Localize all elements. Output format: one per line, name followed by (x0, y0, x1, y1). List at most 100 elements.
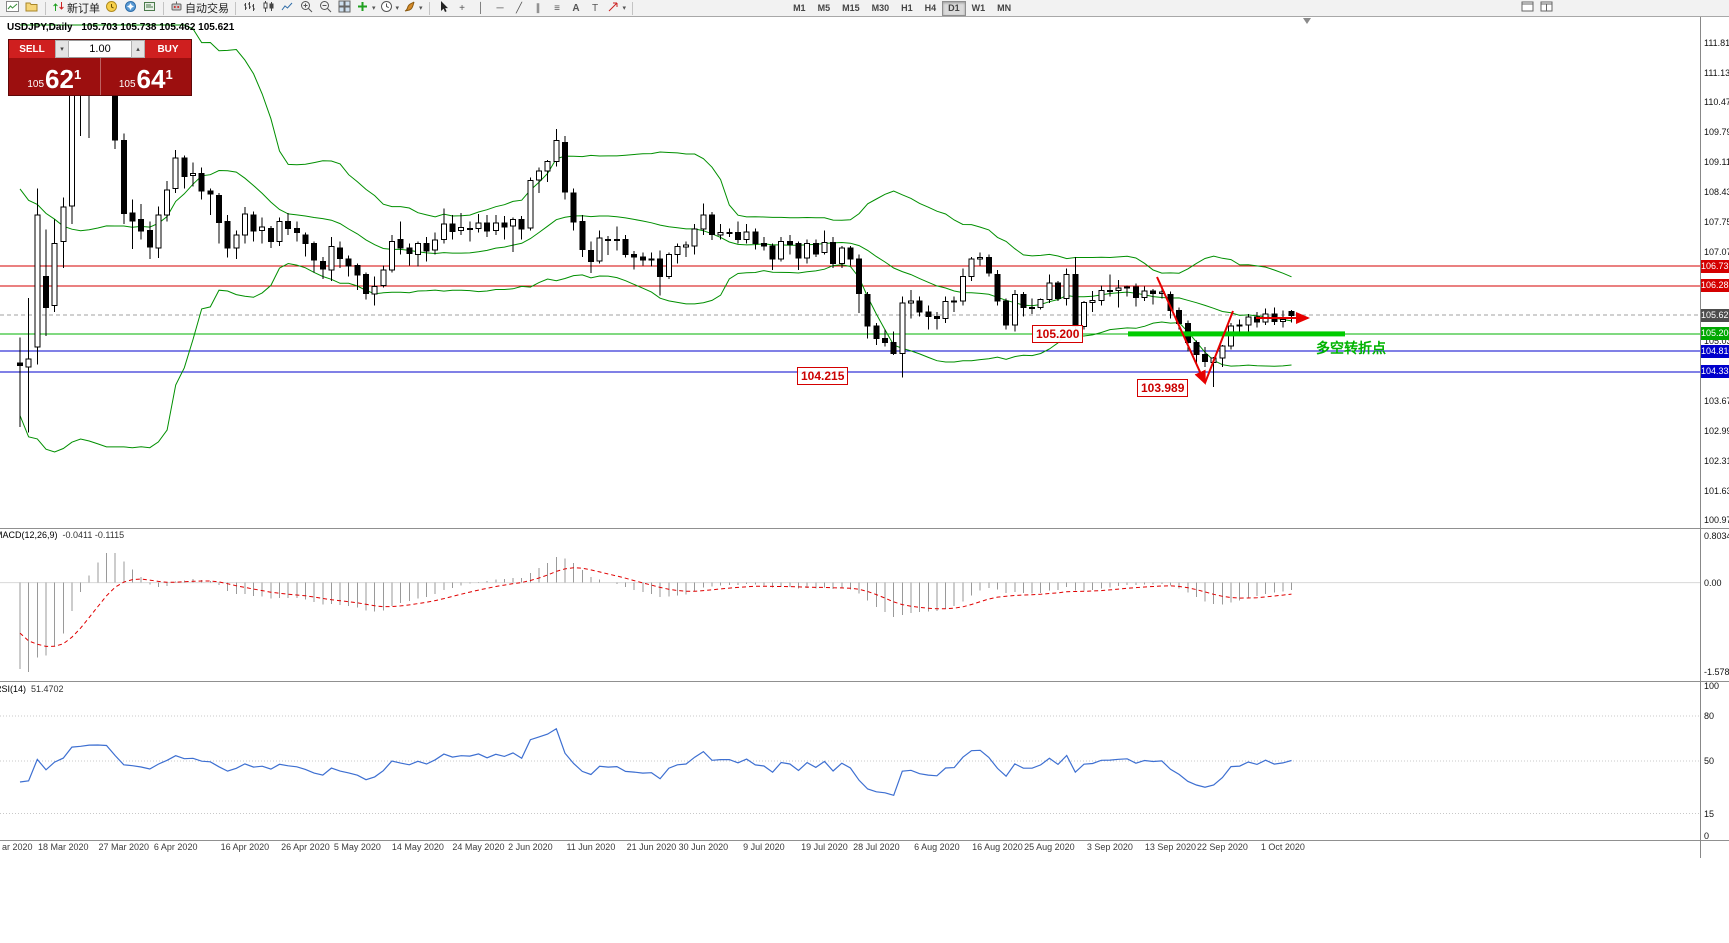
templates-button[interactable]: ▾ (401, 1, 425, 16)
horizontal-line-icon: ─ (496, 2, 504, 14)
sell-price-prefix: 105 (27, 79, 45, 90)
panel-separator[interactable] (0, 528, 1729, 529)
chevron-down-icon: ▾ (622, 5, 627, 12)
date-axis-label: 6 Aug 2020 (914, 842, 960, 852)
volume-input[interactable] (69, 40, 131, 58)
timeframe-H1[interactable]: H1 (895, 1, 919, 16)
new-order-button[interactable]: 新订单 (50, 1, 102, 16)
zoom-in-button[interactable] (297, 1, 316, 16)
panel-separator[interactable] (0, 681, 1729, 682)
price-axis-label: 110.470 (1704, 96, 1729, 107)
timeframe-W1[interactable]: W1 (966, 1, 992, 16)
text-icon: A (572, 2, 580, 14)
date-axis-label: 6 Apr 2020 (153, 842, 198, 852)
volume-increase-button[interactable]: ▴ (131, 40, 145, 58)
profiles-button[interactable] (22, 1, 41, 16)
bar-chart-button[interactable] (240, 1, 259, 16)
date-axis-label: 28 Jul 2020 (853, 842, 900, 852)
price-axis-tag: 105.200 (1701, 327, 1729, 341)
price-axis-label: 107.750 (1704, 216, 1729, 227)
window-split-button[interactable] (1537, 1, 1556, 16)
cursor-button[interactable] (434, 1, 453, 16)
toolbar-separator (235, 1, 236, 15)
window-arrange-button[interactable] (1518, 1, 1537, 16)
text-label-button[interactable]: T (586, 1, 605, 16)
rsi-scale-label: 50 (1704, 756, 1715, 766)
price-annotation-105200[interactable]: 105.200 (1032, 325, 1084, 343)
price-axis-label: 111.810 (1704, 38, 1729, 48)
tile-windows-button[interactable] (335, 0, 354, 16)
price-annotation-103989[interactable]: 103.989 (1137, 379, 1189, 397)
price-scale-separator (1700, 17, 1701, 858)
trendline-button[interactable]: ╱ (510, 1, 529, 16)
crosshair-icon: + (459, 2, 465, 14)
vertical-line-button[interactable]: │ (472, 1, 491, 16)
timeframe-M1[interactable]: M1 (787, 1, 812, 16)
chevron-down-icon: ▾ (419, 5, 423, 12)
date-axis-label: 11 Jun 2020 (566, 842, 616, 852)
vertical-line-icon: │ (477, 2, 485, 14)
zoom-out-button[interactable] (316, 1, 335, 16)
zoom-out-icon (319, 0, 332, 16)
tile-windows-icon (338, 0, 351, 16)
buy-price-button[interactable]: 105 64 1 (101, 58, 192, 95)
horizontal-line-button[interactable]: ─ (491, 1, 510, 16)
price-axis-label: 107.070 (1704, 246, 1729, 257)
volume-decrease-button[interactable]: ▾ (55, 40, 69, 58)
price-axis-label: 105.030 (1704, 336, 1729, 347)
new-chart-icon (6, 0, 19, 16)
one-click-trading-panel: SELL ▾ ▴ BUY 105 62 1 105 64 1 (8, 39, 192, 96)
date-axis-label: 14 May 2020 (391, 842, 444, 852)
toolbar: 新订单 自动交易 ▾ ▾ ▾ + │ ─ ╱ ∥ ≡ A T ▾ M1 M5 M15… (0, 0, 1729, 17)
price-annotation-104215[interactable]: 104.215 (797, 367, 849, 385)
indicators-button[interactable]: ▾ (354, 1, 378, 16)
date-axis-label: 30 Jun 2020 (678, 842, 729, 852)
chart-canvas[interactable] (0, 0, 1700, 938)
date-axis-label: 16 Aug 2020 (972, 842, 1023, 852)
bar-chart-icon (243, 0, 256, 16)
timeframe-M30[interactable]: M30 (866, 1, 896, 16)
timeframe-H4[interactable]: H4 (919, 1, 943, 16)
navigator-icon (124, 0, 137, 16)
fibonacci-button[interactable]: ≡ (548, 1, 567, 16)
new-chart-button[interactable] (3, 1, 22, 16)
sell-price-button[interactable]: 105 62 1 (9, 58, 101, 95)
date-axis-label: 26 Apr 2020 (281, 842, 330, 852)
price-axis-label: 111.130 (1704, 67, 1729, 78)
line-chart-button[interactable] (278, 1, 297, 16)
line-chart-icon (281, 0, 294, 16)
turning-point-note[interactable]: 多空转折点 (1316, 340, 1386, 356)
date-axis-label: ar 2020 (2, 842, 33, 852)
chart-ohlc-values: 105.703 105.738 105.462 105.621 (81, 22, 235, 33)
fibonacci-icon: ≡ (554, 2, 560, 14)
window-split-icon (1540, 0, 1553, 16)
channel-icon: ∥ (535, 2, 541, 14)
toolbar-separator (163, 1, 164, 15)
crosshair-button[interactable]: + (453, 1, 472, 16)
candlestick-chart-button[interactable] (259, 1, 278, 16)
channel-button[interactable]: ∥ (529, 1, 548, 16)
timeframe-MN[interactable]: MN (991, 1, 1017, 16)
price-axis-tag: 105.621 (1701, 308, 1729, 322)
macd-values: -0.0411 -0.1115 (62, 530, 125, 540)
buy-label: BUY (145, 40, 191, 58)
timeframe-M5[interactable]: M5 (812, 1, 837, 16)
market-watch-button[interactable] (102, 1, 121, 16)
timeframe-M15[interactable]: M15 (836, 1, 866, 16)
auto-trading-button[interactable]: 自动交易 (168, 1, 231, 16)
timeframe-D1[interactable]: D1 (942, 0, 966, 16)
rsi-scale-label: 0 (1704, 831, 1710, 841)
rsi-name: RSI(14) (0, 684, 27, 694)
periods-button[interactable]: ▾ (378, 1, 402, 16)
indicators-add-icon (356, 0, 369, 16)
text-button[interactable]: A (567, 1, 586, 16)
date-axis[interactable]: ar 2020 18 Mar 2020 27 Mar 2020 6 Apr 2020 1… (0, 842, 1700, 858)
arrows-button[interactable]: ▾ (605, 1, 629, 16)
terminal-button[interactable] (140, 1, 159, 16)
date-axis-label: 5 May 2020 (333, 842, 381, 852)
scroll-position-marker[interactable] (1303, 18, 1311, 24)
trendline-icon: ╱ (516, 2, 523, 14)
navigator-button[interactable] (121, 1, 140, 16)
macd-name: MACD(12,26,9) (0, 530, 58, 540)
price-axis-label: 102.310 (1704, 456, 1729, 467)
